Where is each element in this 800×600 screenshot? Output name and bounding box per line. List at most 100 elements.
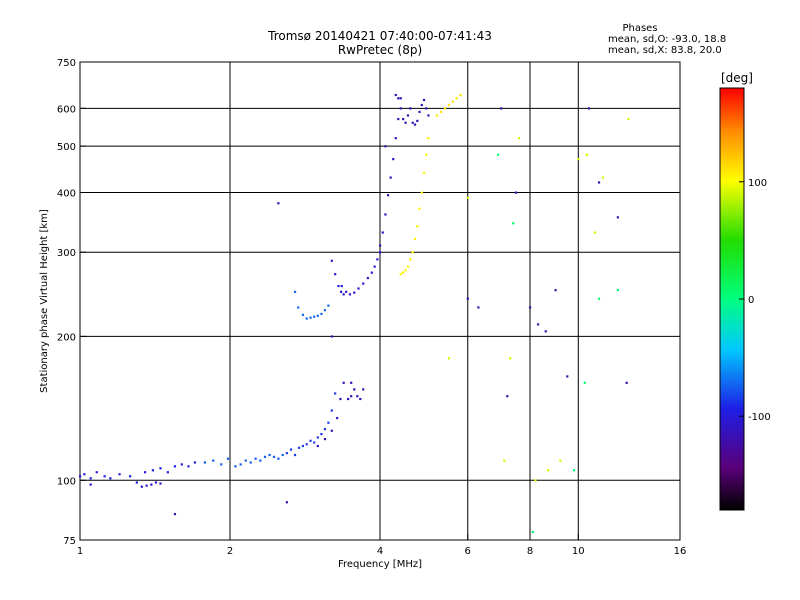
data-point xyxy=(370,271,373,274)
data-point xyxy=(277,457,280,460)
data-point xyxy=(439,110,443,114)
data-point xyxy=(443,107,447,110)
data-point xyxy=(466,297,469,300)
phase-legend-o: mean, sd,O: -93.0, 18.8 xyxy=(608,34,726,45)
data-point xyxy=(277,202,280,205)
data-point xyxy=(477,306,480,309)
data-point xyxy=(336,416,339,420)
data-point xyxy=(281,453,284,457)
data-point xyxy=(109,477,112,480)
data-point xyxy=(572,469,576,472)
x-tick-label: 8 xyxy=(527,546,533,557)
data-point xyxy=(103,475,106,478)
data-point xyxy=(203,461,206,464)
data-point xyxy=(394,93,397,97)
data-point xyxy=(293,290,297,293)
data-point xyxy=(313,315,316,318)
data-point xyxy=(583,381,586,384)
data-point xyxy=(357,287,360,290)
data-point xyxy=(616,216,619,219)
scatter-points xyxy=(79,93,630,534)
data-point xyxy=(496,153,500,156)
data-point xyxy=(316,436,319,439)
data-point xyxy=(500,107,503,110)
data-point xyxy=(373,265,376,268)
data-point xyxy=(394,137,397,140)
data-point xyxy=(173,513,177,516)
data-point xyxy=(529,306,532,309)
data-point xyxy=(249,461,252,464)
data-point xyxy=(316,444,319,448)
data-point xyxy=(509,357,512,360)
data-point xyxy=(597,297,601,300)
data-point xyxy=(330,259,333,262)
data-point xyxy=(411,251,414,254)
data-point xyxy=(285,501,288,504)
data-point xyxy=(402,117,405,121)
x-tick-label: 6 xyxy=(465,546,471,557)
data-point xyxy=(427,114,430,117)
data-point xyxy=(587,107,591,110)
data-point xyxy=(402,271,405,274)
data-point xyxy=(447,357,451,360)
data-point xyxy=(323,437,327,441)
data-point xyxy=(220,463,223,466)
data-point xyxy=(627,117,630,121)
data-point xyxy=(386,194,390,197)
data-point xyxy=(145,484,148,487)
data-point xyxy=(350,395,353,398)
y-tick-label: 100 xyxy=(57,476,76,487)
data-point xyxy=(397,117,400,121)
data-point xyxy=(239,463,242,466)
data-point xyxy=(503,459,506,462)
colorbar-tick-label: -100 xyxy=(748,412,771,423)
data-point xyxy=(193,461,197,464)
data-point xyxy=(366,276,369,280)
data-point xyxy=(154,481,158,484)
data-point xyxy=(327,304,330,307)
data-point xyxy=(89,477,92,480)
data-point xyxy=(597,181,601,184)
data-point xyxy=(289,448,293,451)
y-tick-label: 600 xyxy=(57,104,76,115)
data-point xyxy=(313,441,316,444)
y-tick-label: 75 xyxy=(63,536,76,547)
data-point xyxy=(531,530,534,534)
data-point xyxy=(285,452,288,455)
data-point xyxy=(309,439,312,442)
data-point xyxy=(180,463,183,466)
data-point xyxy=(534,479,537,482)
data-point xyxy=(345,290,348,293)
y-tick-label: 750 xyxy=(57,58,76,69)
data-point xyxy=(330,409,333,412)
data-point xyxy=(330,429,333,432)
data-point xyxy=(601,176,605,179)
colorbar: [deg] 100 0 -100 xyxy=(719,71,771,511)
data-point xyxy=(517,137,521,140)
data-point xyxy=(342,381,345,384)
data-point xyxy=(118,473,121,476)
data-point xyxy=(79,475,82,478)
data-point xyxy=(425,107,428,110)
data-point xyxy=(297,306,300,309)
data-point xyxy=(559,459,562,462)
data-point xyxy=(362,388,365,391)
x-tick-label: 16 xyxy=(674,546,687,557)
data-point xyxy=(293,453,297,457)
data-point xyxy=(389,176,392,179)
y-tick-label: 400 xyxy=(57,188,76,199)
y-axis-label: Stationary phase Virtual Height [km] xyxy=(39,209,50,393)
data-point xyxy=(212,459,215,462)
data-point xyxy=(305,443,308,446)
colorbar-label: [deg] xyxy=(721,71,753,85)
data-point xyxy=(616,289,619,292)
y-tick-label: 200 xyxy=(57,332,76,343)
data-point xyxy=(234,465,237,468)
data-point xyxy=(272,455,276,458)
data-point xyxy=(301,444,305,448)
data-point xyxy=(320,312,323,315)
data-point xyxy=(143,471,147,474)
data-point xyxy=(339,397,342,401)
x-tick-label: 2 xyxy=(227,546,233,557)
